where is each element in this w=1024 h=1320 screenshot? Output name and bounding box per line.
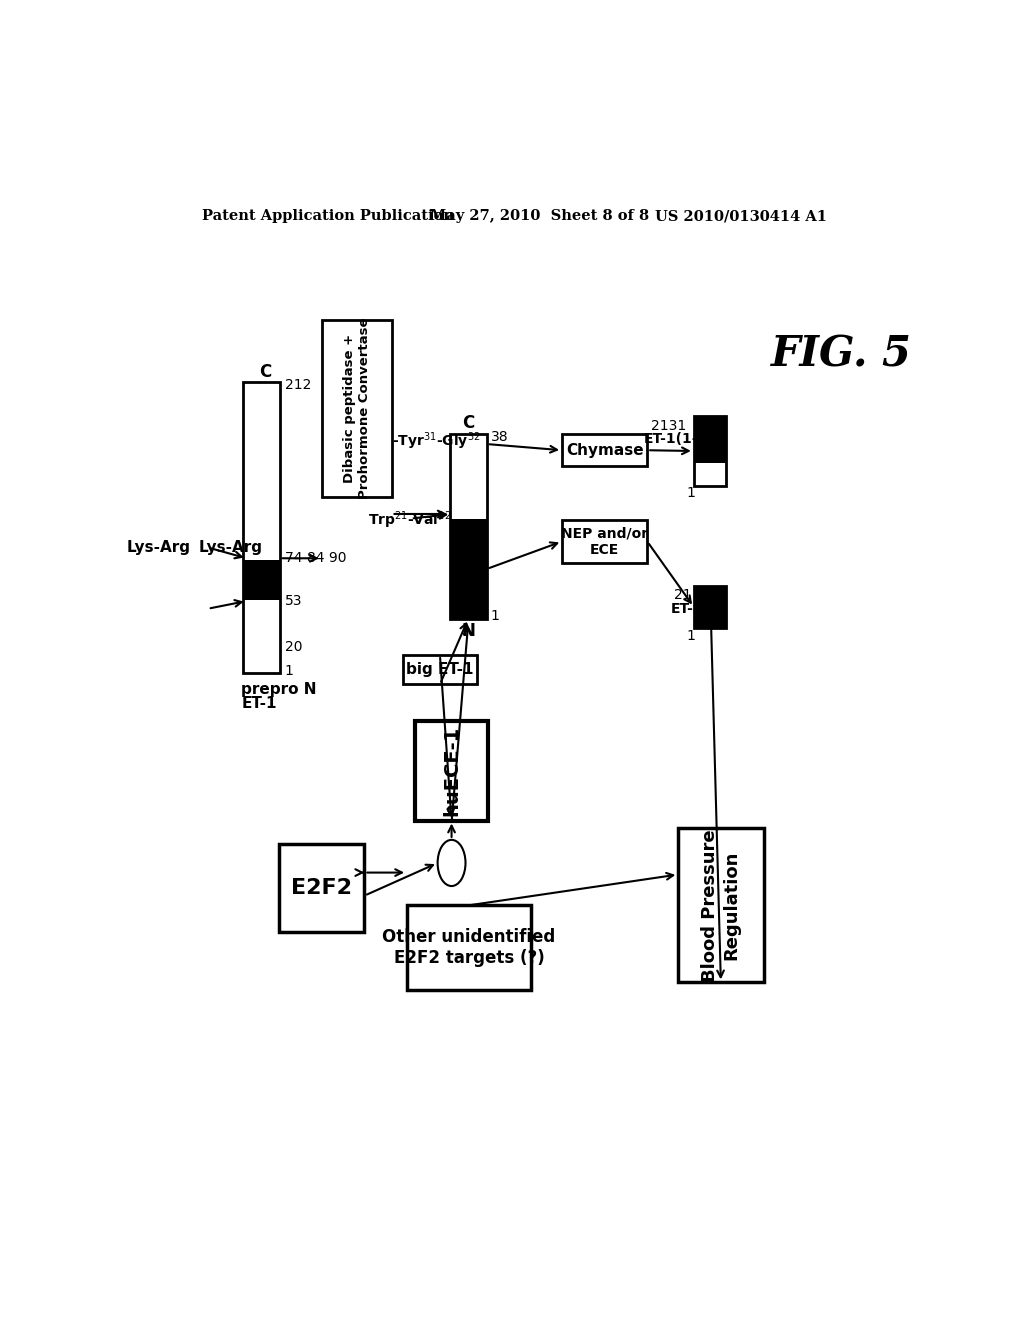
FancyBboxPatch shape (415, 721, 488, 821)
Text: E2F2: E2F2 (291, 878, 352, 898)
Text: Lys-Arg: Lys-Arg (127, 540, 191, 554)
Text: 21: 21 (675, 587, 692, 602)
Text: NEP and/or
ECE: NEP and/or ECE (561, 527, 648, 557)
Text: 212: 212 (285, 378, 311, 392)
Bar (450, 465, 486, 513)
Bar (243, 601, 280, 645)
Text: US 2010/0130414 A1: US 2010/0130414 A1 (655, 209, 827, 223)
Bar (280, 843, 365, 932)
Text: 20: 20 (285, 640, 302, 653)
Bar (403, 655, 477, 684)
Text: big ET-1: big ET-1 (407, 663, 474, 677)
Bar (693, 462, 726, 486)
Text: Patent Application Publication: Patent Application Publication (202, 209, 454, 223)
Bar (693, 416, 726, 462)
Text: prepro N: prepro N (241, 682, 316, 697)
Text: Chymase: Chymase (566, 442, 643, 458)
Bar (562, 434, 647, 466)
Bar (243, 550, 280, 558)
Ellipse shape (437, 840, 466, 886)
Bar (243, 381, 280, 549)
Text: Blood Pressure
Regulation: Blood Pressure Regulation (701, 829, 740, 982)
Text: ET-1: ET-1 (671, 602, 703, 616)
Text: -Tyr$^{31}$-Gly$^{32}$: -Tyr$^{31}$-Gly$^{32}$ (391, 430, 480, 451)
Text: N: N (461, 622, 475, 640)
Text: 74 84 90: 74 84 90 (285, 552, 346, 565)
Text: 1: 1 (686, 628, 695, 643)
Text: ET-1: ET-1 (241, 696, 276, 711)
Text: Other unidentified
E2F2 targets (?): Other unidentified E2F2 targets (?) (382, 928, 556, 968)
Text: 53: 53 (285, 594, 302, 609)
Text: FIG. 5: FIG. 5 (771, 334, 912, 376)
Text: 1: 1 (686, 486, 695, 500)
Text: Dibasic peptidase +
Prohormone Convertase: Dibasic peptidase + Prohormone Convertas… (343, 318, 371, 499)
Text: 1: 1 (490, 609, 500, 623)
Text: Trp$^{21}$-Val$^{22}$: Trp$^{21}$-Val$^{22}$ (369, 510, 452, 531)
Bar (678, 829, 764, 982)
Text: C: C (462, 413, 474, 432)
Bar (243, 381, 280, 673)
Bar (407, 906, 531, 990)
Bar (243, 647, 280, 673)
Bar (243, 560, 280, 599)
Text: C: C (259, 363, 271, 381)
Bar (450, 519, 486, 619)
Bar (562, 520, 647, 562)
Text: ET-1(1-31): ET-1(1-31) (643, 433, 724, 446)
Text: 38: 38 (490, 430, 508, 444)
Bar (450, 434, 486, 459)
Text: May 27, 2010  Sheet 8 of 8: May 27, 2010 Sheet 8 of 8 (430, 209, 649, 223)
Text: Lys-Arg: Lys-Arg (199, 540, 263, 554)
Bar (693, 586, 726, 628)
Text: 2131: 2131 (651, 418, 686, 433)
Text: 1: 1 (285, 664, 294, 678)
Bar (322, 321, 391, 498)
Bar (693, 416, 726, 486)
Text: huECE-1: huECE-1 (442, 726, 461, 816)
Bar (450, 434, 486, 619)
